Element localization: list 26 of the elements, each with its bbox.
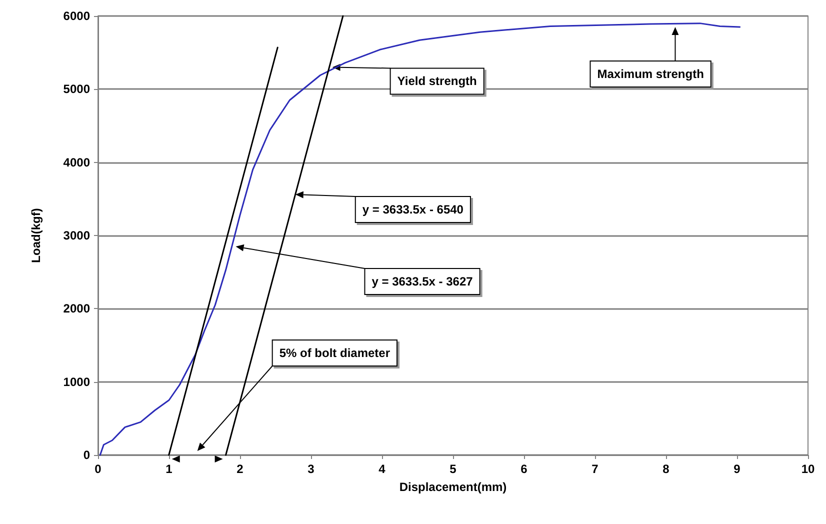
x-tick-label: 6 <box>520 462 528 476</box>
x-tick-label: 2 <box>236 462 244 476</box>
y-tick-label: 1000 <box>63 374 90 389</box>
annotation: Maximum strength <box>597 66 704 81</box>
y-tick-label: 5000 <box>63 82 90 96</box>
y-tick-label: 3000 <box>63 228 90 242</box>
x-tick-label: 8 <box>662 462 670 476</box>
annotation: y = 3633.5x - 6540 <box>362 202 464 217</box>
annotation: y = 3633.5x - 3627 <box>372 274 474 288</box>
x-tick-label: 5 <box>450 462 457 476</box>
y-axis-title: Load(kgf) <box>29 208 43 263</box>
y-tick-label: 2000 <box>63 302 90 316</box>
x-tick-label: 0 <box>94 462 102 476</box>
x-tick-label: 7 <box>592 462 599 476</box>
y-tick-label: 4000 <box>63 155 90 170</box>
x-tick-label: 9 <box>734 462 741 476</box>
annotation: 5% of bolt diameter <box>279 346 390 360</box>
x-tick-label: 4 <box>378 462 386 476</box>
annotation: Yield strength <box>397 74 477 88</box>
x-axis-title: Displacement(mm) <box>399 480 507 494</box>
x-tick-label: 10 <box>801 462 815 476</box>
x-tick-label: 3 <box>308 462 315 476</box>
y-tick-label: 0 <box>83 448 90 462</box>
y-tick-label: 6000 <box>63 9 90 23</box>
line-series <box>99 22 741 456</box>
x-tick-label: 1 <box>166 462 173 476</box>
